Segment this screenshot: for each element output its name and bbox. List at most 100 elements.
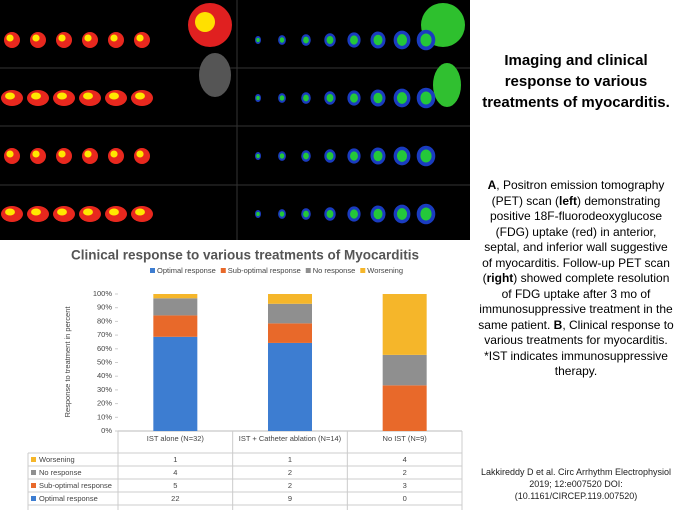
bar-segment — [382, 385, 427, 431]
table-cell: 0 — [403, 494, 407, 503]
legend-label: Worsening — [367, 266, 403, 275]
scan-blob — [420, 91, 432, 105]
scan-blob — [256, 95, 260, 101]
scan-blob — [373, 34, 383, 46]
scan-blob — [303, 94, 309, 102]
pet-scan-image — [0, 0, 470, 240]
table-cell: 9 — [288, 494, 292, 503]
legend-swatch — [150, 268, 155, 273]
slide-body: A, Positron emission tomography (PET) sc… — [478, 178, 674, 380]
legend-label: Sub-optimal response — [228, 266, 301, 275]
body-text: A — [487, 178, 497, 192]
legend-swatch — [31, 457, 36, 462]
scan-blob — [303, 152, 309, 160]
table-cell: 22 — [171, 494, 179, 503]
y-tick-label: 60% — [97, 344, 112, 353]
scan-blob — [5, 208, 15, 216]
y-tick-label: 80% — [97, 316, 112, 325]
legend-swatch — [360, 268, 366, 273]
scan-blob — [396, 150, 408, 162]
table-cell: 2 — [403, 468, 407, 477]
heart-3d — [433, 63, 461, 107]
scan-blob — [84, 34, 92, 42]
chart-title: Clinical response to various treatments … — [71, 248, 419, 263]
body-text: B — [553, 317, 563, 332]
table-cell: 2 — [288, 481, 292, 490]
scan-blob — [83, 92, 93, 100]
body-text: ) demonstrating positive 18F-fluorodeoxy… — [482, 193, 670, 286]
y-tick-label: 70% — [97, 330, 112, 339]
scan-blob — [31, 208, 41, 216]
legend-swatch — [220, 268, 226, 273]
scan-blob — [396, 34, 408, 46]
bar-segment — [153, 294, 198, 299]
scan-blob — [350, 93, 358, 103]
scan-blob — [396, 92, 408, 104]
scan-blob — [5, 92, 15, 100]
bar-segment — [268, 342, 312, 431]
legend-label: No response — [313, 266, 356, 275]
scan-blob — [32, 34, 40, 42]
table-cell: 4 — [173, 468, 177, 477]
scan-blob — [83, 208, 93, 216]
scan-blob — [303, 210, 309, 218]
scan-blob — [6, 34, 14, 42]
scan-blob — [396, 208, 408, 220]
y-tick-label: 30% — [97, 385, 112, 394]
y-tick-label: 100% — [93, 289, 113, 298]
scan-blob — [373, 208, 383, 220]
scan-blob — [136, 150, 144, 158]
row-label: No response — [39, 468, 82, 477]
scan-blob — [32, 150, 40, 158]
heart-3d — [199, 53, 231, 97]
scan-blob — [420, 207, 432, 221]
scan-blob — [135, 208, 145, 216]
scan-blob — [6, 150, 14, 158]
bar-segment — [153, 336, 198, 431]
scan-blob — [350, 209, 358, 219]
scan-blob — [256, 37, 260, 43]
scan-blob — [109, 92, 119, 100]
table-cell: 5 — [173, 481, 177, 490]
table-cell: 1 — [173, 455, 177, 464]
legend-swatch — [31, 483, 36, 488]
body-text: ) showed complete resolution of FDG upta… — [478, 271, 673, 332]
x-tick-label: No IST (N=9) — [382, 434, 427, 443]
scan-blob — [420, 149, 432, 163]
scan-blob — [279, 153, 285, 159]
body-text: , Positron emission tomography (PET) sca… — [491, 178, 665, 208]
bar-segment — [268, 294, 312, 304]
body-text: , Clinical response to various treatment… — [484, 317, 674, 379]
legend-swatch — [31, 470, 36, 475]
scan-blob — [373, 92, 383, 104]
x-tick-label: IST + Catheter ablation (N=14) — [238, 434, 342, 443]
legend-swatch — [31, 496, 36, 501]
scan-blob — [110, 150, 118, 158]
scan-blob — [373, 150, 383, 162]
scan-blob — [279, 211, 285, 217]
scan-blob — [420, 33, 432, 47]
citation: Lakkireddy D et al. Circ Arrhythm Electr… — [480, 467, 672, 501]
scan-blob — [135, 92, 145, 100]
table-cell: 3 — [403, 481, 407, 490]
scan-blob — [303, 36, 309, 44]
row-label: Sub-optimal response — [39, 481, 112, 490]
y-tick-label: 90% — [97, 303, 112, 312]
legend-swatch — [305, 268, 311, 273]
scan-blob — [31, 92, 41, 100]
scan-blob — [350, 151, 358, 161]
scan-blob — [58, 150, 66, 158]
legend-label: Optimal response — [157, 266, 216, 275]
body-text: left — [558, 193, 577, 208]
scan-blob — [256, 153, 260, 159]
table-cell: 1 — [288, 455, 292, 464]
scan-blob — [326, 152, 334, 160]
scan-blob — [256, 211, 260, 217]
bar-segment — [382, 294, 427, 355]
slide-title: Imaging and clinical response to various… — [482, 52, 670, 111]
scan-blob — [350, 35, 358, 45]
bar-segment — [268, 323, 312, 343]
bar-segment — [153, 298, 198, 316]
y-axis-label: Response to treatment in percent — [63, 306, 72, 418]
